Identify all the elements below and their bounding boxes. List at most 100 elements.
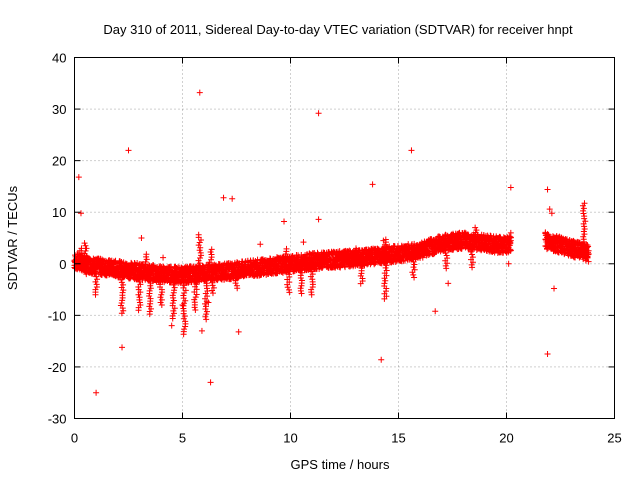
data-point xyxy=(181,274,188,281)
data-point xyxy=(507,237,514,244)
data-point xyxy=(298,267,305,274)
data-point xyxy=(203,308,210,315)
x-tick-label: 5 xyxy=(179,431,186,446)
data-point xyxy=(208,251,215,258)
data-point xyxy=(179,302,186,309)
data-point xyxy=(196,247,203,254)
data-point xyxy=(83,245,90,252)
data-point xyxy=(182,323,189,330)
data-point xyxy=(135,307,142,314)
data-point xyxy=(181,282,188,289)
y-tick-label: 10 xyxy=(52,205,66,220)
data-point xyxy=(442,249,449,256)
data-point xyxy=(357,280,364,287)
x-tick-label: 10 xyxy=(283,431,297,446)
data-point xyxy=(157,294,164,301)
data-point xyxy=(378,356,385,363)
data-point xyxy=(157,299,164,306)
data-point xyxy=(411,261,418,268)
data-point xyxy=(208,246,215,253)
data-point xyxy=(202,300,209,307)
data-point xyxy=(585,258,592,265)
data-point xyxy=(208,264,215,271)
data-point xyxy=(299,264,306,271)
data-point xyxy=(235,328,242,335)
data-point xyxy=(125,147,132,154)
data-point xyxy=(191,296,198,303)
data-point xyxy=(307,273,314,280)
data-point xyxy=(202,275,209,282)
data-point xyxy=(383,244,390,251)
data-point xyxy=(81,250,88,257)
data-point xyxy=(202,306,209,313)
data-point xyxy=(582,218,589,225)
data-point xyxy=(346,247,353,254)
data-point xyxy=(382,249,389,256)
data-point xyxy=(135,291,142,298)
data-point xyxy=(143,251,150,258)
data-point xyxy=(546,206,553,213)
data-point xyxy=(209,282,216,289)
data-point xyxy=(209,287,216,294)
data-point xyxy=(282,261,289,268)
data-point xyxy=(120,281,127,288)
data-point xyxy=(81,240,88,247)
data-point xyxy=(467,248,474,255)
data-point xyxy=(469,243,476,250)
data-point xyxy=(233,272,240,279)
data-point xyxy=(147,272,154,279)
data-point xyxy=(193,291,200,298)
data-point xyxy=(118,276,125,283)
data-point xyxy=(83,271,90,278)
data-point xyxy=(78,245,85,252)
data-point xyxy=(181,289,188,296)
data-point xyxy=(282,250,289,257)
data-point xyxy=(135,276,142,283)
data-point xyxy=(93,263,100,270)
data-point xyxy=(82,242,89,249)
data-point xyxy=(193,281,200,288)
data-point xyxy=(381,275,388,282)
data-point xyxy=(92,291,99,298)
data-point xyxy=(297,274,304,281)
data-point xyxy=(472,224,479,231)
data-point xyxy=(119,274,126,281)
data-point xyxy=(203,277,210,284)
data-point xyxy=(381,241,388,248)
data-point xyxy=(443,265,450,272)
data-point xyxy=(205,299,212,306)
data-point xyxy=(203,311,210,318)
data-point xyxy=(580,228,587,235)
data-point xyxy=(136,296,143,303)
data-point xyxy=(507,246,514,253)
y-tick-label: -10 xyxy=(48,308,67,323)
data-point xyxy=(92,271,99,278)
data-point xyxy=(410,271,417,278)
data-point xyxy=(169,315,176,322)
plot-frame xyxy=(74,57,615,419)
data-point xyxy=(75,174,82,181)
data-point xyxy=(180,315,187,322)
data-point xyxy=(300,239,307,246)
data-point xyxy=(112,259,118,266)
data-point xyxy=(180,271,187,278)
data-point xyxy=(358,270,365,277)
data-point xyxy=(202,313,209,320)
data-point xyxy=(191,304,198,311)
data-point xyxy=(410,264,417,271)
data-point xyxy=(410,258,417,265)
data-point xyxy=(195,242,202,249)
data-point xyxy=(443,242,450,249)
grid-layer xyxy=(74,57,615,419)
data-point xyxy=(315,216,322,223)
data-point xyxy=(234,285,241,292)
data-point xyxy=(198,327,205,334)
data-point xyxy=(548,210,555,217)
data-point xyxy=(581,200,588,207)
data-point xyxy=(180,279,187,286)
data-point xyxy=(92,278,99,285)
data-point xyxy=(381,252,388,259)
data-point xyxy=(142,269,149,276)
data-point xyxy=(196,239,203,246)
data-point xyxy=(286,289,293,296)
